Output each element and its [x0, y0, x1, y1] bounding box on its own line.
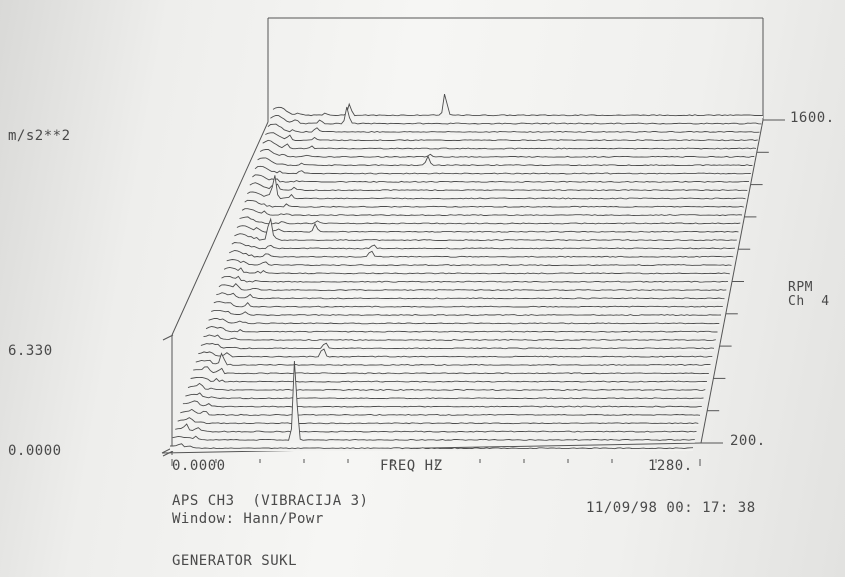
spectrum-trace-mask [182, 400, 702, 410]
y-axis-label: RPM [788, 280, 813, 295]
spectrum-trace-mask [208, 318, 720, 327]
spectrum-trace [272, 93, 764, 117]
spectrum-trace [172, 360, 695, 441]
spectrum-trace [182, 400, 702, 408]
spectrum-trace [213, 301, 723, 308]
z-tick-top [162, 334, 174, 341]
spectrum-trace-mask [262, 140, 756, 152]
axis-ticks [171, 119, 775, 466]
spectrum-trace-mask [216, 292, 725, 302]
z-tick-label-bottom: 0.0000 [8, 443, 62, 459]
y-axis-channel-label: Ch 4 [788, 294, 830, 309]
spectrum-trace [270, 106, 762, 125]
spectrum-trace-mask [190, 377, 708, 385]
spectrum-trace [175, 423, 697, 433]
spectrum-trace [234, 217, 737, 242]
spectrum-trace [231, 242, 736, 250]
spectrum-trace [198, 348, 713, 358]
spectrum-trace [252, 174, 750, 183]
spectrum-trace [195, 352, 711, 366]
spectrum-traces [170, 93, 764, 451]
x-tick-label-max: 1280. [648, 458, 693, 474]
spectrum-trace [187, 382, 706, 391]
frame-left-floor-edge [171, 121, 269, 336]
x-axis-label: FREQ HZ [380, 458, 443, 474]
spectrum-trace [203, 334, 716, 341]
spectrum-trace [208, 318, 720, 325]
spectrum-trace [262, 139, 757, 150]
spectrum-trace [200, 342, 715, 350]
z-tick-label-top: 6.330 [8, 343, 53, 359]
spectrum-trace [180, 408, 701, 416]
spectrum-trace [257, 155, 753, 167]
spectrum-trace [241, 208, 743, 217]
spectrum-trace-mask [247, 175, 746, 202]
spectrum-trace [185, 392, 704, 400]
spectrum-trace-mask [231, 242, 736, 252]
spectrum-trace-mask [200, 343, 714, 352]
spectrum-trace [205, 326, 718, 333]
spectrum-trace [177, 417, 699, 425]
spectrum-trace-mask [170, 443, 693, 451]
spectrum-trace-mask [188, 383, 706, 393]
spectrum-trace-mask [224, 267, 730, 277]
spectrum-trace [216, 292, 725, 300]
y-tick-label-top: 1600. [790, 110, 835, 126]
spectrum-trace [228, 250, 734, 258]
spectrum-trace-mask [242, 208, 742, 218]
spectrum-trace-mask [206, 326, 718, 335]
spectrum-trace-mask [229, 250, 734, 260]
footer-label: GENERATOR SUKL [172, 553, 298, 569]
spectrum-trace [223, 266, 730, 275]
spectrum-trace [236, 222, 739, 233]
spectrum-trace [244, 199, 744, 208]
spectrum-trace-mask [218, 283, 727, 293]
spectrum-trace [226, 259, 732, 266]
spectrum-trace-mask [211, 310, 721, 318]
timestamp: 11/09/98 00: 17: 38 [586, 500, 756, 516]
spectrum-trace [193, 366, 709, 375]
y-tick-label-bottom: 200. [730, 433, 766, 449]
spectrum-trace-mask [249, 182, 748, 193]
spectrum-trace-mask [180, 409, 701, 418]
spectrum-trace-mask [221, 276, 728, 285]
spectrum-trace [254, 165, 751, 175]
frame-front-left [161, 335, 173, 454]
x-tick-label-min: 0.0000 [172, 458, 226, 474]
z-tick-bottom [162, 450, 174, 457]
spectrum-trace-mask [226, 259, 732, 268]
z-axis-label: m/s2**2 [8, 128, 71, 144]
spectrum-trace-mask [195, 353, 711, 368]
spectrum-trace [247, 175, 746, 200]
spectrum-trace-mask [244, 200, 744, 210]
spectrum-trace-mask [185, 393, 704, 402]
spectrum-trace [170, 443, 694, 450]
spectrum-trace-mask [267, 124, 760, 135]
spectrum-trace-mask [270, 107, 762, 127]
spectrum-trace [211, 309, 722, 316]
spectrum-trace [249, 182, 748, 192]
window-info: Window: Hann/Powr [172, 511, 324, 527]
spectrum-trace [239, 216, 741, 225]
spectrum-trace-mask [255, 166, 751, 177]
spectrum-trace-mask [213, 301, 723, 310]
spectrum-trace [218, 283, 727, 291]
spectrum-trace [267, 123, 760, 133]
spectrum-trace [265, 132, 758, 142]
spectrum-trace [259, 149, 755, 158]
spectrum-trace [190, 376, 708, 383]
spectrum-trace-mask [193, 366, 709, 377]
spectrum-trace [221, 275, 729, 283]
channel-info: APS CH3 (VIBRACIJA 3) [172, 493, 369, 509]
spectrum-trace-mask [203, 335, 716, 343]
spectrum-trace-mask [198, 349, 713, 360]
spectrum-trace-mask [177, 417, 699, 426]
